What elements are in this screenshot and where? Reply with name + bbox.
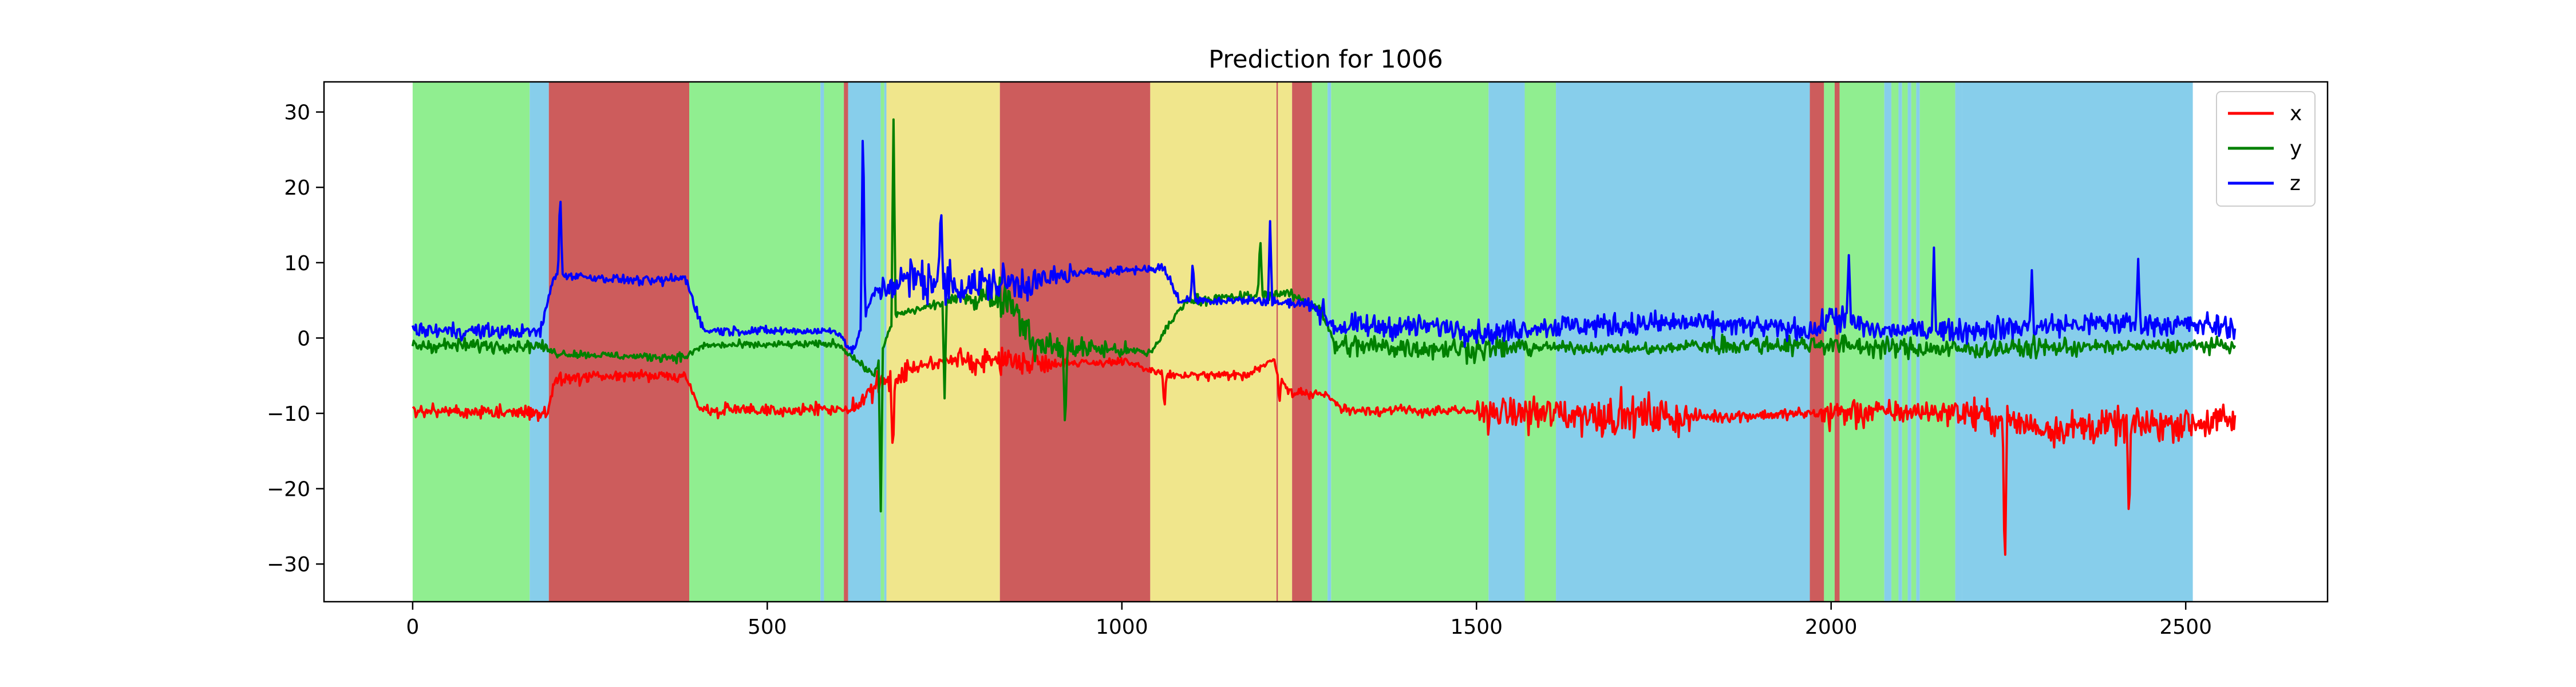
x-axis: 0 500 1000 1500 2000 2500 xyxy=(406,602,2212,639)
background-region xyxy=(1955,82,1962,602)
background-region xyxy=(548,82,690,602)
y-tick-label: 10 xyxy=(284,252,310,275)
background-region xyxy=(1927,82,1955,602)
background-region xyxy=(1278,82,1293,602)
background-region xyxy=(848,82,881,602)
y-tick-label: 0 xyxy=(297,327,310,350)
legend-label-y: y xyxy=(2290,137,2302,160)
background-region xyxy=(1891,82,1899,602)
legend-label-z: z xyxy=(2290,172,2301,195)
background-region xyxy=(1311,82,1328,602)
background-regions xyxy=(412,82,2193,602)
background-region xyxy=(1276,82,1278,602)
background-region xyxy=(1919,82,1927,602)
x-tick-label: 500 xyxy=(748,615,787,639)
background-region xyxy=(1916,82,1920,602)
y-tick-label: 20 xyxy=(284,176,310,200)
chart-title: Prediction for 1006 xyxy=(1208,45,1443,74)
x-tick-label: 2000 xyxy=(1805,615,1858,639)
x-tick-label: 1000 xyxy=(1096,615,1148,639)
plot-frame xyxy=(323,81,2329,603)
x-tick-label: 1500 xyxy=(1450,615,1503,639)
background-region xyxy=(1524,82,1556,602)
y-tick-label: 30 xyxy=(284,101,310,125)
series-line-z xyxy=(411,140,2237,355)
background-region xyxy=(1911,82,1917,602)
series-lines xyxy=(411,118,2237,556)
background-region xyxy=(880,82,884,602)
y-axis: 30 20 10 0 −10 −20 −30 xyxy=(267,101,324,577)
background-region xyxy=(999,82,1151,602)
background-region xyxy=(1150,82,1277,602)
y-tick-label: −10 xyxy=(267,402,310,426)
legend-label-x: x xyxy=(2290,102,2302,125)
y-tick-label: −20 xyxy=(267,478,310,502)
background-region xyxy=(1327,82,1332,602)
background-region xyxy=(1292,82,1312,602)
background-region xyxy=(530,82,549,602)
x-tick-label: 0 xyxy=(406,615,419,639)
y-tick-label: −30 xyxy=(267,553,310,577)
series-line-y xyxy=(411,118,2237,513)
background-region xyxy=(1556,82,1810,602)
legend: xyz xyxy=(2216,91,2316,207)
series-line-x xyxy=(412,346,2237,556)
background-region xyxy=(820,82,824,602)
x-tick-label: 2500 xyxy=(2159,615,2212,639)
